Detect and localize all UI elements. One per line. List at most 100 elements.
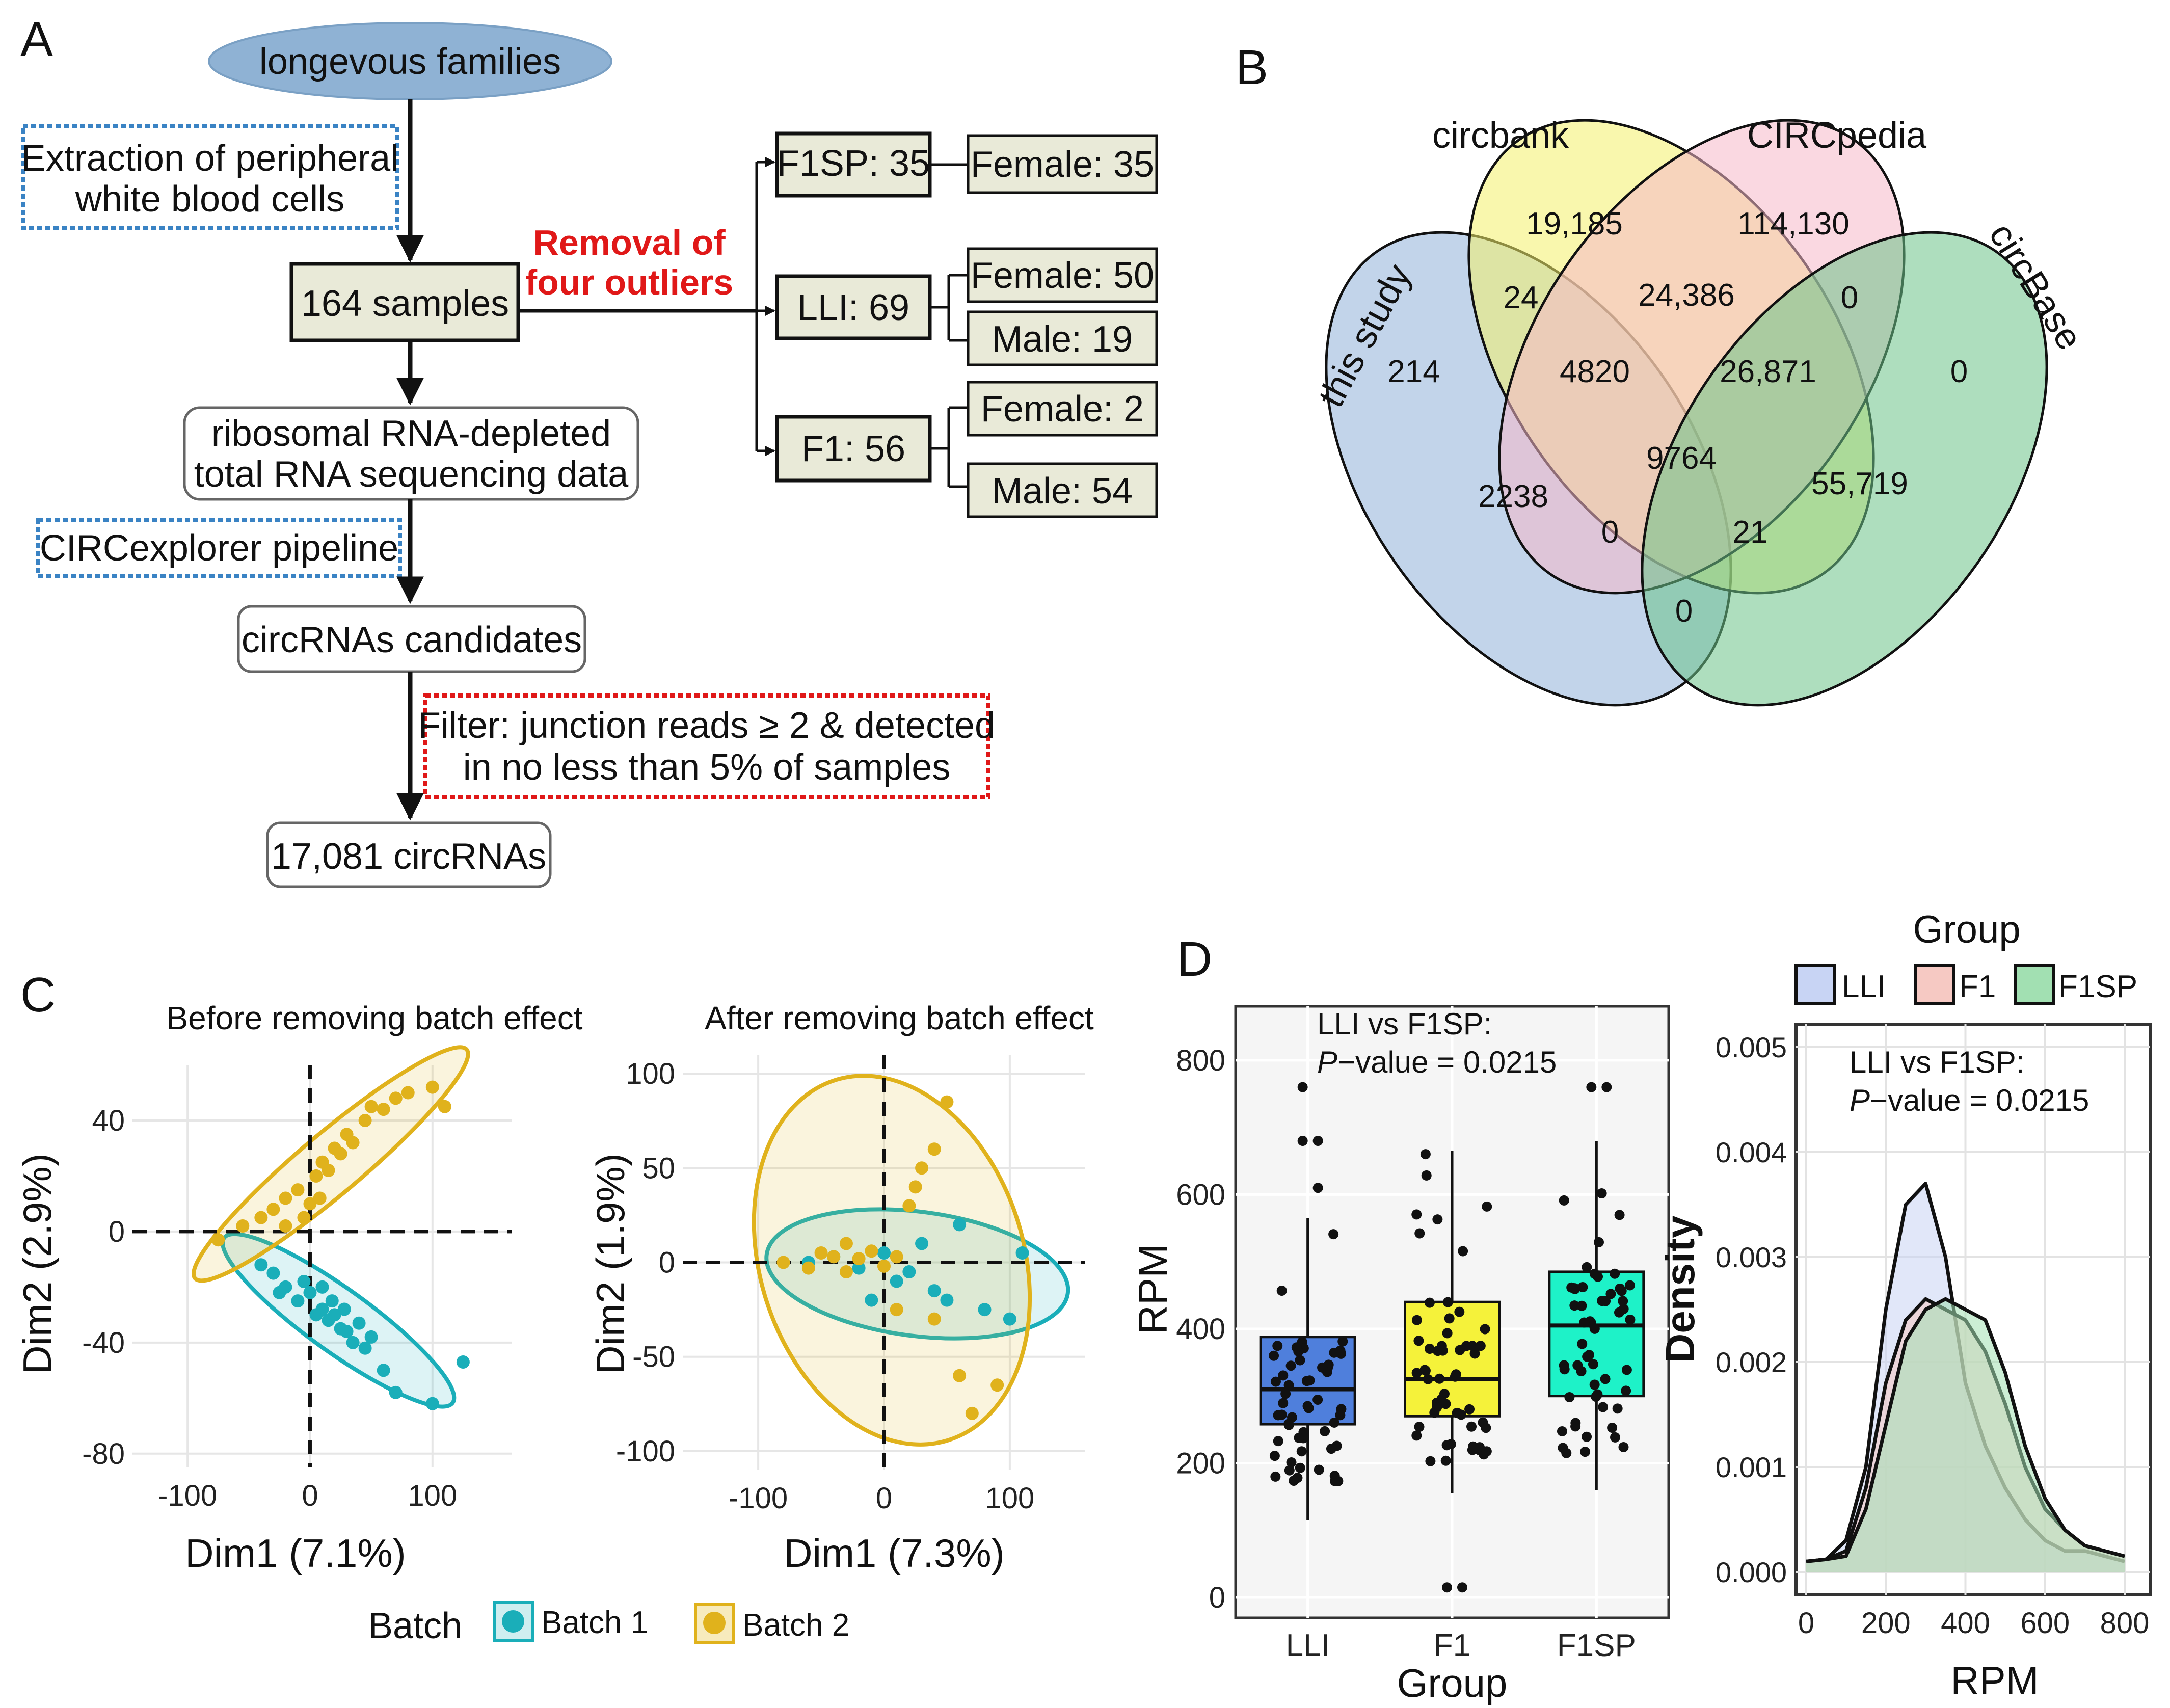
data-point-batch-2: [377, 1103, 390, 1116]
data-point-batch-2: [827, 1250, 841, 1264]
x-tick-label-F1SP: F1SP: [1557, 1628, 1636, 1663]
data-point-batch-1: [953, 1218, 967, 1232]
jitter-point-F1: [1414, 1422, 1425, 1432]
jitter-point-LLI: [1285, 1360, 1296, 1371]
jitter-point-F1: [1442, 1297, 1453, 1307]
jitter-point-F1: [1455, 1345, 1465, 1355]
jitter-point-LLI: [1269, 1451, 1280, 1461]
jitter-point-F1SP: [1610, 1268, 1620, 1279]
jitter-point-F1SP: [1598, 1402, 1609, 1412]
y-tick-label: 0.003: [1716, 1241, 1787, 1273]
jitter-point-F1: [1442, 1328, 1453, 1339]
data-point-batch-2: [297, 1211, 311, 1224]
data-point-batch-2: [425, 1080, 439, 1094]
pca-before-plot: -100 0 100 40 0 -40 -80: [82, 1045, 512, 1512]
jitter-point-F1SP: [1592, 1389, 1603, 1400]
venn-circbase-only: 0: [1950, 354, 1968, 389]
data-point-batch-1: [978, 1303, 992, 1317]
data-point-batch-1: [456, 1355, 470, 1369]
y-tick-label: 0.000: [1716, 1556, 1787, 1588]
data-point-batch-2: [364, 1100, 378, 1113]
samples-label: 164 samples: [301, 283, 509, 324]
data-point-batch-1: [346, 1336, 360, 1349]
panel-c-label: C: [20, 968, 56, 1022]
jitter-point-F1: [1420, 1149, 1431, 1160]
jitter-point-F1: [1420, 1365, 1431, 1376]
panel-a: A longevous families Extraction of perip…: [20, 12, 1158, 888]
x-tick-label: -100: [158, 1479, 217, 1512]
data-point-batch-1: [1003, 1312, 1016, 1326]
batch2-legend-key: [694, 1603, 735, 1644]
jitter-point-LLI: [1270, 1471, 1281, 1482]
jitter-point-LLI: [1269, 1350, 1279, 1361]
box-F1SP: [1548, 1270, 1645, 1398]
data-point-batch-2: [334, 1147, 347, 1161]
y-tick-label: 40: [92, 1104, 125, 1137]
y-tick-label: 0: [1209, 1581, 1225, 1614]
x-tick-label: 200: [1861, 1607, 1911, 1640]
jitter-point-LLI: [1289, 1475, 1299, 1486]
jitter-point-F1: [1475, 1341, 1486, 1351]
venn-study-circpedia-circbase: 0: [1601, 515, 1619, 550]
data-point-batch-2: [303, 1197, 317, 1211]
y-tick-label: 800: [1176, 1044, 1225, 1077]
jitter-point-F1: [1440, 1455, 1451, 1466]
extraction-line2: white blood cells: [75, 179, 344, 220]
data-point-batch-2: [839, 1237, 853, 1250]
x-tick-label: 600: [2020, 1607, 2070, 1640]
pca-after-plot: -100 0 100 100 50 0 -50 -100: [616, 1055, 1085, 1515]
y-tick-label: -50: [632, 1341, 675, 1374]
f1-legend-key: [1914, 964, 1955, 1005]
x-tick-label: 0: [876, 1482, 892, 1515]
y-tick-label: 0.002: [1716, 1346, 1787, 1378]
data-point-batch-2: [953, 1369, 967, 1382]
y-tick-label: 100: [626, 1057, 675, 1090]
pca-after-ylabel: Dim2 (1.9%): [588, 1153, 633, 1374]
pipeline-box: [36, 518, 402, 578]
jitter-point-F1: [1414, 1228, 1425, 1239]
jitter-point-F1: [1480, 1324, 1490, 1335]
jitter-point-LLI: [1296, 1446, 1307, 1457]
data-point-batch-2: [940, 1095, 954, 1109]
f1-legend-label: F1: [1959, 969, 1996, 1004]
jitter-point-F1SP: [1577, 1282, 1588, 1293]
outlier-point-F1SP: [1586, 1082, 1597, 1092]
jitter-point-LLI: [1320, 1426, 1330, 1436]
venn-circbank-circpedia: 24,386: [1638, 278, 1735, 313]
venn-study-circbank-circpedia: 4820: [1560, 354, 1630, 389]
pca-before-title: Before removing batch effect: [166, 1000, 582, 1036]
samples-box: [289, 262, 520, 342]
venn-study-circpedia: 2238: [1478, 479, 1548, 514]
jitter-point-F1: [1481, 1446, 1492, 1457]
jitter-point-F1: [1456, 1409, 1466, 1420]
jitter-point-F1SP: [1618, 1303, 1629, 1314]
candidates-label: circRNAs candidates: [242, 620, 582, 660]
jitter-point-F1SP: [1612, 1403, 1623, 1414]
jitter-point-LLI: [1280, 1389, 1291, 1399]
jitter-point-F1SP: [1582, 1431, 1592, 1442]
data-point-batch-2: [266, 1203, 280, 1216]
data-point-batch-1: [915, 1237, 929, 1250]
jitter-point-F1SP: [1600, 1374, 1611, 1384]
data-point-batch-1: [364, 1330, 378, 1344]
jitter-point-F1SP: [1557, 1426, 1567, 1436]
outlier-point-LLI: [1312, 1183, 1323, 1193]
batch-legend-title: Batch: [368, 1606, 462, 1646]
venn-study-circbank-circbase: 21: [1733, 515, 1768, 550]
venn-circpedia-circbase: 0: [1841, 280, 1858, 315]
data-point-batch-1: [315, 1302, 329, 1316]
jitter-point-F1: [1434, 1373, 1445, 1384]
pipeline-label: CIRCexplorer pipeline: [40, 528, 398, 569]
jitter-point-F1SP: [1589, 1379, 1600, 1390]
jitter-point-F1SP: [1593, 1271, 1603, 1282]
jitter-point-F1SP: [1618, 1296, 1628, 1306]
extraction-line1: Extraction of peripheral: [21, 138, 398, 179]
y-tick-label: 0.004: [1716, 1136, 1787, 1168]
jitter-point-LLI: [1273, 1436, 1283, 1447]
f1-female-label: Female: 2: [981, 389, 1144, 430]
f1sp-box: [775, 131, 932, 198]
venn-circbank-circpedia-circbase: 26,871: [1720, 354, 1816, 389]
y-tick-label: 50: [642, 1152, 675, 1185]
jitter-point-F1SP: [1589, 1323, 1600, 1334]
